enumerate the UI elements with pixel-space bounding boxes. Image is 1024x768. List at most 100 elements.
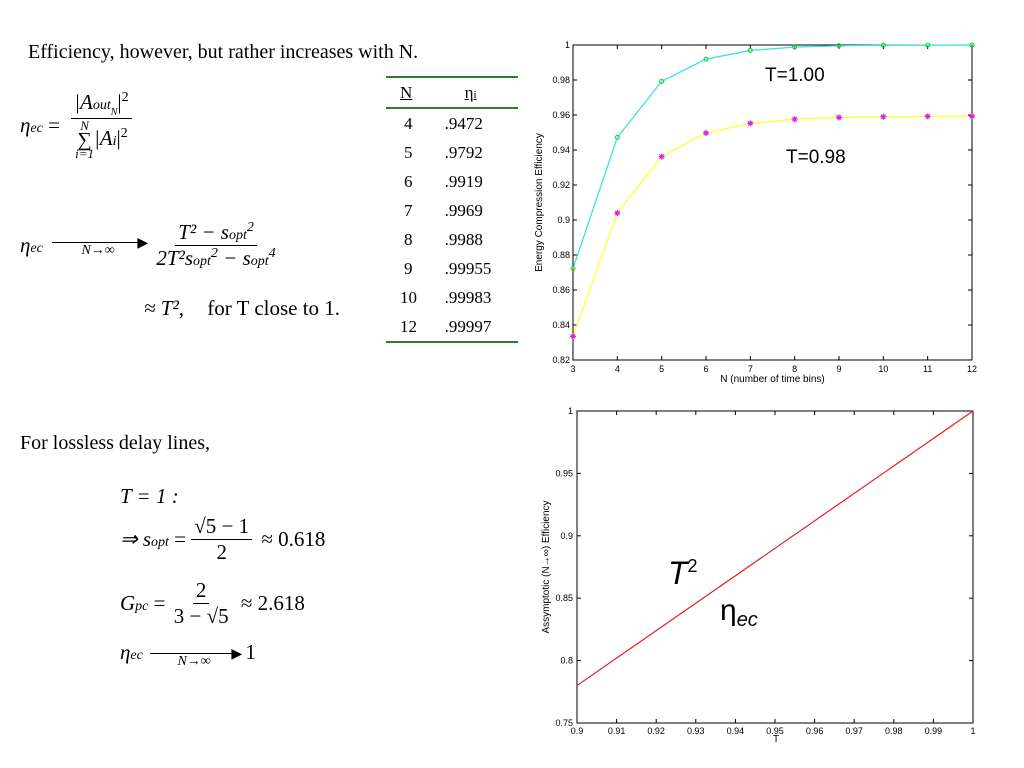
lossless-text: For lossless delay lines, bbox=[20, 432, 210, 454]
chart2-annotation-t2-sup: 2 bbox=[688, 556, 698, 576]
limit-denominator: 2T²sopt2 − sopt4 bbox=[153, 246, 278, 271]
eta-def-den-tail: | bbox=[116, 125, 121, 150]
gpc-equation: Gpc = 2 3 − √5 ≈ 2.618 bbox=[120, 578, 305, 629]
limit-num-sub: opt bbox=[228, 228, 247, 243]
data-point-t098 bbox=[791, 116, 798, 123]
eta-definition-equation: ηec = |AoutN|2 N ∑ i=1 |Ai|2 bbox=[20, 90, 132, 161]
table-cell-n: 7 bbox=[404, 200, 413, 220]
y-tick-label: 0.84 bbox=[552, 320, 570, 330]
sopt-numerator: √5 − 1 bbox=[191, 514, 253, 540]
intro-text: Efficiency, however, but rather increase… bbox=[28, 41, 419, 63]
gpc-value: ≈ 2.618 bbox=[240, 591, 305, 615]
data-point-t098 bbox=[880, 113, 887, 120]
eta-def-num-tail: | bbox=[117, 90, 122, 114]
gpc-numerator: 2 bbox=[192, 578, 210, 604]
data-point-t098 bbox=[836, 114, 842, 121]
sopt-equals: = bbox=[168, 527, 187, 551]
sopt-subscript: opt bbox=[151, 535, 169, 550]
data-point-t098 bbox=[570, 333, 576, 340]
limit-den-sub1: opt bbox=[193, 254, 211, 269]
sopt-value: ≈ 0.618 bbox=[261, 527, 326, 551]
y-tick-label: 0.96 bbox=[552, 110, 570, 120]
x-tick-label: 0.99 bbox=[925, 726, 943, 736]
eta-def-num-a: |A bbox=[74, 90, 93, 114]
eta-def-numerator: |AoutN|2 bbox=[71, 90, 132, 119]
efficiency-table: N ηi 4.9472 5.9792 6.9919 7.9969 8.9988 … bbox=[386, 76, 518, 343]
gpc-equals: = bbox=[148, 591, 166, 615]
table-row: 8 .9988 bbox=[386, 225, 518, 254]
x-tick-label: 0.95 bbox=[766, 726, 784, 736]
y-tick-label: 0.88 bbox=[552, 250, 570, 260]
y-tick-label: 0.82 bbox=[552, 355, 570, 365]
eta-def-den-sub: i bbox=[112, 133, 117, 149]
sopt-fraction: √5 − 1 2 bbox=[191, 514, 253, 565]
table-cell-n: 10 bbox=[400, 287, 417, 307]
sum-sign: N ∑ i=1 bbox=[75, 118, 94, 161]
eta-limit-subscript: ec bbox=[30, 241, 43, 256]
table-header-eta-sub: i bbox=[473, 88, 477, 101]
limit-num-text: T² − s bbox=[178, 220, 229, 244]
eta-def-num-sup: 2 bbox=[121, 90, 129, 105]
y-tick-label: 0.9 bbox=[560, 531, 573, 541]
chart1-y-axis-label: Energy Compression Efficiency bbox=[534, 133, 545, 272]
eta-def-num-sub: out bbox=[92, 98, 111, 113]
table-cell-n: 12 bbox=[400, 316, 417, 336]
x-tick-label: 11 bbox=[923, 364, 932, 374]
eta-symbol: η bbox=[20, 113, 31, 137]
eta-limit-equation: ηec ▶ N→∞ T² − sopt2 2T²sopt2 − sopt4 bbox=[20, 220, 279, 271]
eta-limit1-subscript: ec bbox=[130, 648, 143, 663]
limit-den-sup2: 4 bbox=[268, 246, 276, 261]
data-point-t098 bbox=[747, 120, 754, 127]
limit-fraction: T² − sopt2 2T²sopt2 − sopt4 bbox=[153, 220, 278, 271]
y-tick-label: 1 bbox=[568, 406, 573, 416]
sum-lower-limit: i=1 bbox=[75, 146, 94, 161]
table-row: 12 .99997 bbox=[386, 312, 518, 342]
y-tick-label: 0.9 bbox=[557, 215, 570, 225]
x-tick-label: 10 bbox=[878, 364, 888, 374]
sopt-lhs: ⇒ s bbox=[120, 527, 152, 551]
data-point-t098 bbox=[924, 113, 931, 120]
y-tick-label: 0.86 bbox=[552, 285, 570, 295]
x-tick-label: 7 bbox=[748, 364, 753, 374]
limit-arrow-label: N→∞ bbox=[81, 243, 115, 258]
table-cell-eta: .9792 bbox=[444, 142, 483, 162]
table-cell-eta: .9988 bbox=[444, 229, 483, 249]
data-point-t100 bbox=[792, 44, 798, 50]
t-equals-one-equation: T = 1 : bbox=[120, 484, 179, 508]
x-tick-label: 0.94 bbox=[727, 726, 745, 736]
limit-num-sup: 2 bbox=[246, 220, 254, 235]
table-cell-n: 9 bbox=[404, 258, 413, 278]
limit-den-mid: − s bbox=[217, 246, 251, 270]
chart2-annotation-eta-sub: ec bbox=[737, 609, 758, 631]
eta-def-denominator: N ∑ i=1 |Ai|2 bbox=[72, 119, 131, 161]
table-cell-n: 5 bbox=[404, 142, 413, 162]
table-row: 4 .9472 bbox=[386, 108, 518, 138]
efficiency-vs-n-chart: 3 4 5 6 7 8 9 10 11 12 0.82 0.84 0.86 0.88 0.9 0.92 0.94… bbox=[534, 40, 977, 385]
table-row: 9 .99955 bbox=[386, 254, 518, 283]
gpc-fraction: 2 3 − √5 bbox=[171, 578, 232, 629]
y-tick-label: 0.92 bbox=[552, 180, 570, 190]
table-cell-n: 6 bbox=[404, 171, 413, 191]
chart2-x-axis-label: T bbox=[773, 734, 779, 745]
x-tick-label: 3 bbox=[570, 364, 575, 374]
eta-def-den-a: |A bbox=[93, 125, 113, 150]
table-cell-n: 4 bbox=[404, 113, 413, 133]
y-tick-label: 0.95 bbox=[555, 468, 573, 478]
data-point-t100 bbox=[880, 42, 886, 48]
table-cell-n: 8 bbox=[404, 229, 413, 249]
chart1-x-axis-label: N (number of time bins) bbox=[720, 374, 824, 385]
data-point-t100 bbox=[925, 42, 931, 48]
eta-limit1-rhs: 1 bbox=[245, 640, 256, 664]
limit-arrow: ▶ N→∞ bbox=[52, 232, 148, 259]
x-tick-label: 4 bbox=[615, 364, 620, 374]
limit-den-sub2: opt bbox=[250, 254, 269, 269]
y-tick-label: 0.8 bbox=[560, 656, 573, 666]
series-line-t100 bbox=[572, 44, 973, 269]
series-line-t098 bbox=[572, 115, 973, 337]
x-tick-label: 0.98 bbox=[885, 726, 903, 736]
x-tick-label: 0.93 bbox=[687, 726, 705, 736]
data-point-t100 bbox=[570, 265, 576, 271]
data-point-t100 bbox=[836, 43, 842, 49]
eta-limit-one-equation: ηec ▶ N→∞ 1 bbox=[120, 640, 256, 670]
table-cell-eta: .9472 bbox=[444, 113, 483, 133]
